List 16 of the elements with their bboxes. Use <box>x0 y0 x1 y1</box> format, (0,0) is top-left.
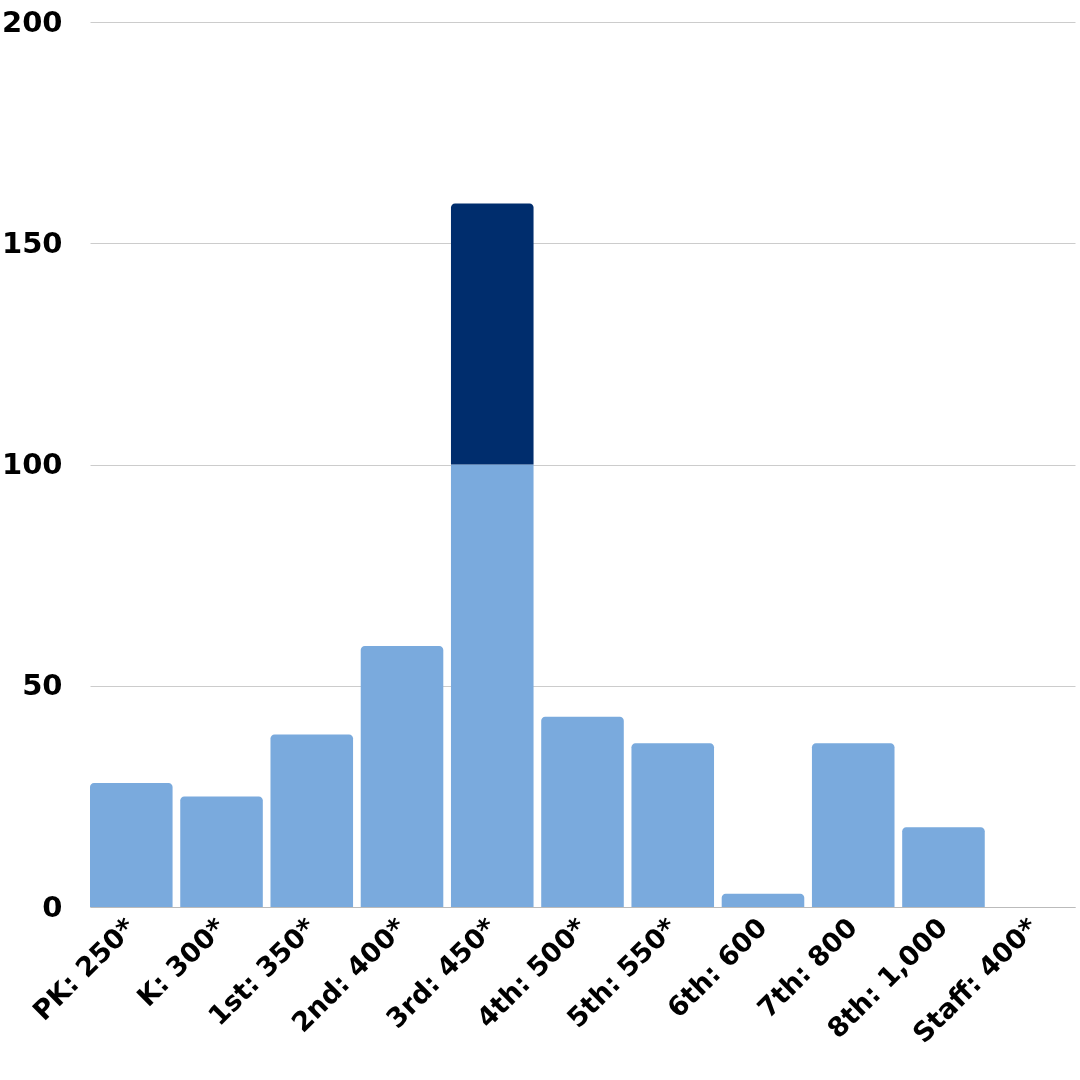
y-tick-label: 100 <box>1 447 63 481</box>
y-tick-label: 0 <box>42 889 63 924</box>
bar <box>541 716 624 907</box>
bar <box>180 796 263 907</box>
y-tick-label: 150 <box>1 225 63 260</box>
bar <box>631 743 715 907</box>
bar <box>721 893 805 907</box>
bar <box>270 734 354 907</box>
y-tick-label: 50 <box>22 668 63 703</box>
y-tick-label: 200 <box>1 4 63 39</box>
bar <box>90 783 173 907</box>
bar <box>811 743 895 907</box>
bar <box>450 203 534 465</box>
bar <box>360 645 444 907</box>
bar <box>902 827 985 907</box>
bar <box>450 464 534 907</box>
